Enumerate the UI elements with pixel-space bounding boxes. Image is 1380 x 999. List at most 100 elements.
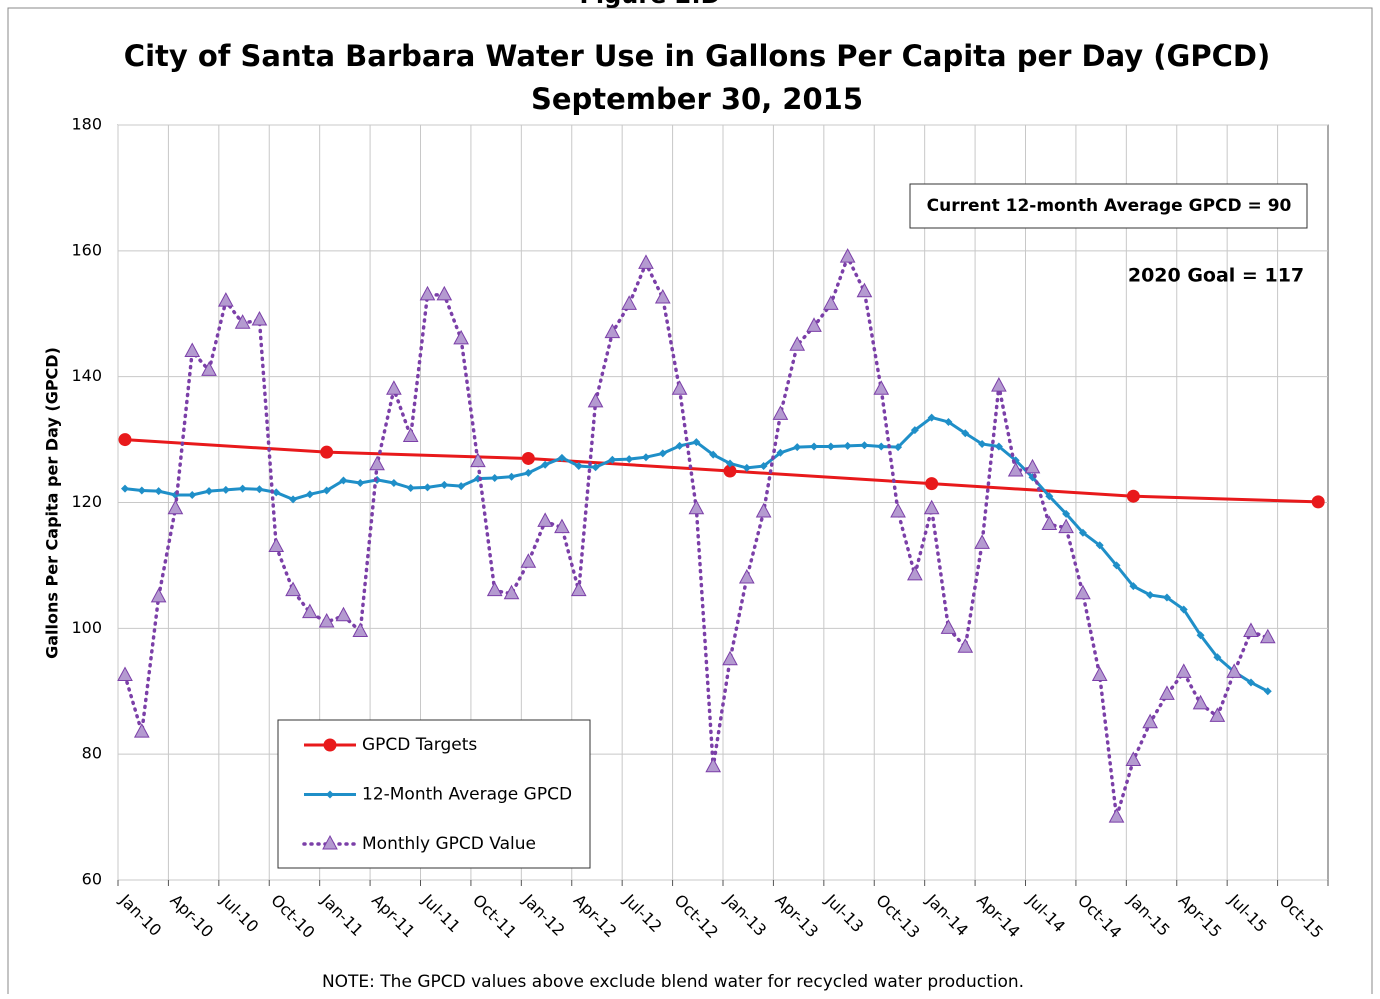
marker [856,282,873,298]
chart-subtitle: September 30, 2015 [531,82,863,116]
marker [1159,685,1175,700]
marker [961,429,970,438]
x-tick-label: Apr-13 [771,891,822,942]
marker [238,484,247,493]
marker [201,361,217,376]
marker [759,462,768,471]
y-tick-label: 140 [71,366,102,385]
marker [974,534,990,549]
marker [1142,713,1158,729]
marker [457,482,466,491]
marker [654,288,671,304]
marker [944,417,953,426]
y-tick-label: 80 [82,744,102,763]
x-tick-label: Jan-11 [317,890,367,940]
marker [675,441,684,450]
marker [268,537,285,553]
marker [1175,663,1192,678]
marker [810,442,819,451]
marker [234,314,251,329]
annotation: Current 12-month Average GPCD = 90 [927,196,1292,216]
marker [188,490,197,499]
marker [322,834,338,850]
marker [339,476,348,485]
marker [318,612,335,628]
marker [1213,653,1222,662]
marker [402,427,419,442]
marker [352,622,369,637]
y-tick-label: 180 [71,115,102,134]
x-tick-label: Jan-13 [720,890,770,940]
marker [520,553,537,568]
marker [1078,528,1087,537]
legend-label: Monthly GPCD Value [362,834,536,854]
marker [978,439,987,448]
marker [1075,584,1091,600]
marker [289,495,298,504]
annotation: 2020 Goal = 117 [1128,265,1304,287]
marker [742,463,751,472]
x-tick-label: Oct-11 [469,891,520,942]
marker [503,584,520,600]
marker [369,455,385,471]
y-tick-label: 60 [82,870,102,889]
x-tick-label: Jul-12 [619,890,665,936]
marker [356,478,365,487]
marker [957,638,974,653]
marker [1126,489,1140,503]
marker [625,455,634,464]
marker [121,484,129,493]
marker [604,323,621,339]
marker [1146,590,1155,599]
marker [406,484,415,493]
marker [755,502,772,518]
marker [705,757,722,773]
chart-title: City of Santa Barbara Water Use in Gallo… [124,39,1270,73]
marker [641,453,650,462]
marker [587,392,604,408]
x-tick-label: Jan-12 [519,890,569,940]
marker [133,723,150,738]
marker [772,405,789,420]
x-tick-label: Oct-10 [267,891,318,942]
marker [150,587,167,603]
marker [574,462,583,471]
marker [890,502,906,518]
marker [323,738,337,752]
x-tick-label: Apr-14 [973,891,1024,942]
marker [1196,631,1205,640]
marker [302,603,318,619]
marker [305,490,314,499]
marker [722,650,738,666]
marker [537,512,553,527]
marker [591,463,600,472]
marker [1263,687,1272,696]
marker [1091,666,1108,682]
legend-label: 12-Month Average GPCD [362,785,572,805]
x-tick-label: Jan-10 [115,890,165,940]
x-tick-label: Jan-15 [1124,890,1174,940]
marker [843,441,852,450]
marker [1112,561,1121,570]
marker [873,380,890,395]
marker [692,438,701,447]
marker [894,443,903,452]
x-tick-label: Apr-15 [1175,891,1226,942]
marker [154,487,163,496]
marker [570,581,587,597]
marker [923,499,940,515]
marker [490,473,499,482]
marker [910,426,919,435]
marker [217,292,234,307]
marker [436,285,453,301]
marker [1311,495,1325,509]
marker [806,317,822,332]
marker [453,329,469,345]
note: NOTE: The GPCD values above exclude blen… [322,972,1024,992]
marker [1095,541,1104,550]
marker [1162,593,1171,602]
y-tick-label: 100 [71,618,102,637]
marker [117,666,133,682]
marker [709,450,718,459]
